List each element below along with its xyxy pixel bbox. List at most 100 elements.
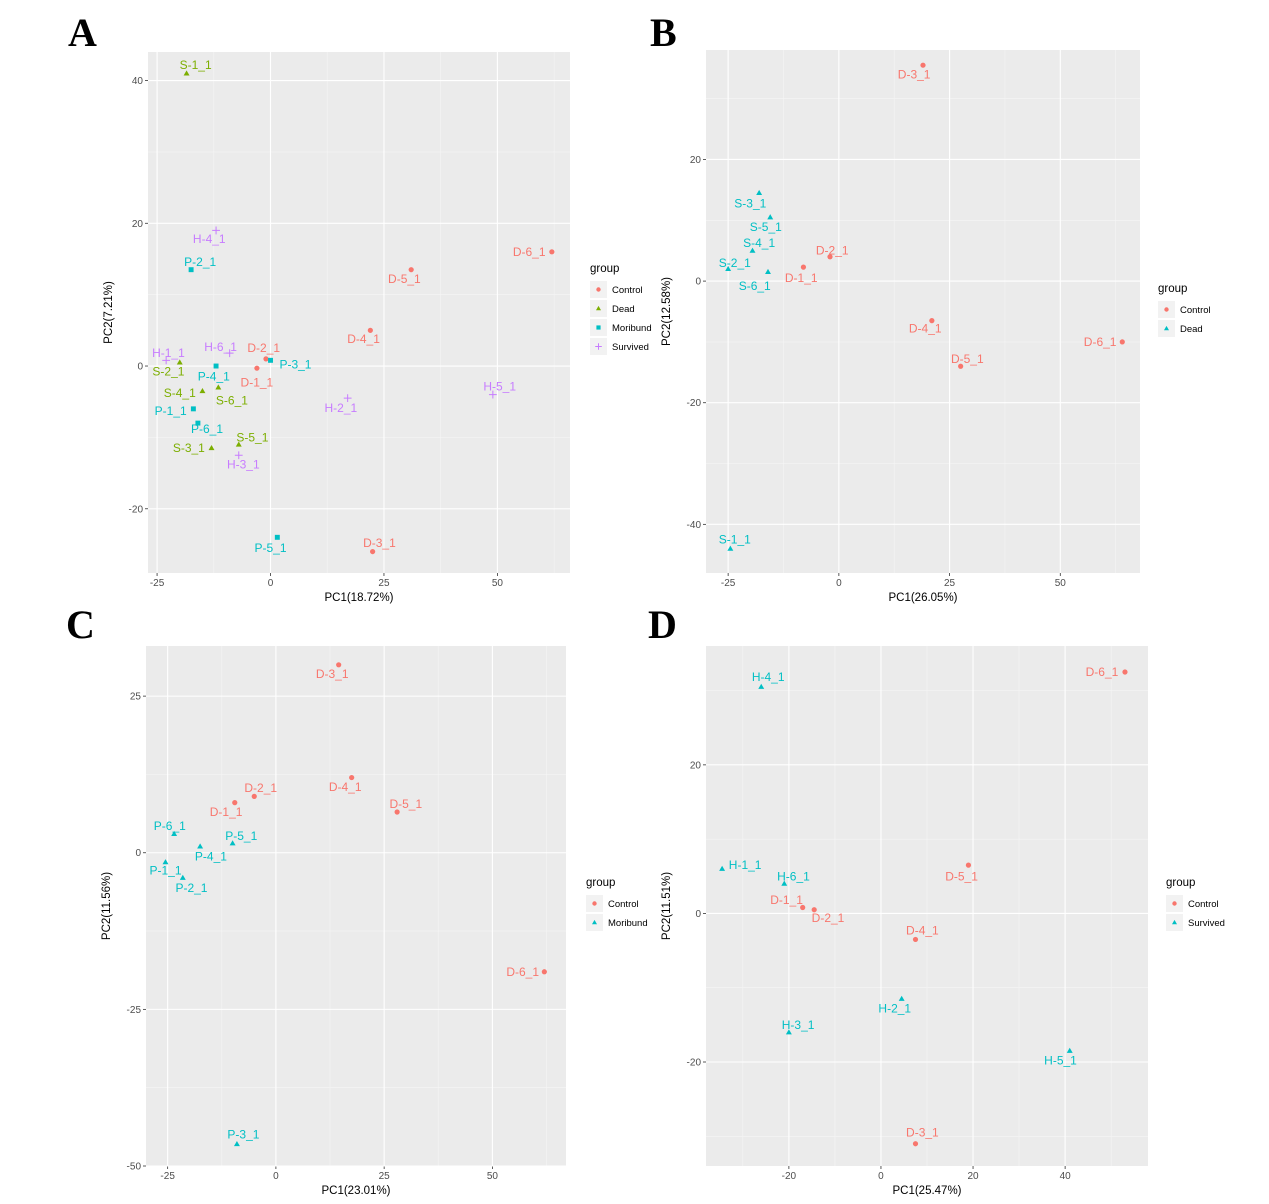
data-point xyxy=(1119,339,1125,345)
point-label: D-2_1 xyxy=(812,911,845,925)
point-label: D-2_1 xyxy=(244,781,277,795)
legend: group Control Survived xyxy=(1166,877,1225,931)
y-tick-label: 20 xyxy=(690,760,702,771)
panel-letter: B xyxy=(650,10,677,55)
legend-label: Dead xyxy=(612,304,635,315)
legend-symbol xyxy=(1172,901,1177,906)
point-label: P-2_1 xyxy=(184,255,216,269)
legend-label: Moribund xyxy=(608,918,648,929)
plot-background xyxy=(146,646,566,1166)
y-tick-label: 20 xyxy=(132,219,144,230)
legend-title: group xyxy=(590,263,619,275)
point-label: P-6_1 xyxy=(191,422,223,436)
legend-title: group xyxy=(1158,283,1187,295)
y-tick-label: 0 xyxy=(695,909,701,920)
data-point xyxy=(162,356,171,365)
x-axis-label: PC1(18.72%) xyxy=(324,592,393,604)
point-label: S-1_1 xyxy=(719,533,751,547)
data-point xyxy=(541,969,547,975)
x-axis-label: PC1(25.47%) xyxy=(892,1185,961,1197)
point-label: D-5_1 xyxy=(389,797,422,811)
panel-D: D -20 0 20 40 -20 0 20 PC1(25.47%) PC2(11.51%) D-6… xyxy=(648,602,1225,1197)
panel-letter: D xyxy=(648,602,677,647)
y-tick-label: -20 xyxy=(129,504,144,515)
y-axis-label: PC2(12.58%) xyxy=(661,277,673,346)
data-point xyxy=(408,267,414,273)
data-point xyxy=(232,800,238,806)
point-label: H-5_1 xyxy=(483,380,516,394)
y-tick-label: 0 xyxy=(137,362,143,373)
data-point xyxy=(254,365,260,371)
point-label: H-3_1 xyxy=(782,1018,815,1032)
point-label: D-3_1 xyxy=(363,536,396,550)
legend-symbol xyxy=(1171,919,1178,925)
x-axis-label: PC1(26.05%) xyxy=(888,592,957,604)
data-point xyxy=(756,189,763,195)
panel-B: B -25 0 25 50 -40 -20 0 20 PC1(26.05%) PC2(12.58%)… xyxy=(650,10,1211,604)
data-point xyxy=(367,327,373,333)
data-point xyxy=(719,865,726,871)
data-point xyxy=(197,843,204,849)
point-label: S-6_1 xyxy=(739,279,771,293)
data-point xyxy=(229,840,236,846)
y-tick-label: 40 xyxy=(132,76,144,87)
x-tick-label: 0 xyxy=(268,578,274,589)
point-label: D-4_1 xyxy=(906,924,939,938)
y-tick-label: -40 xyxy=(687,520,702,531)
point-label: D-6_1 xyxy=(513,245,546,259)
legend: group Control Dead Moribund Survived xyxy=(590,263,652,355)
data-point xyxy=(213,363,219,369)
point-label: S-2_1 xyxy=(719,256,751,270)
point-label: H-1_1 xyxy=(152,346,185,360)
point-label: P-2_1 xyxy=(175,881,207,895)
point-label: S-6_1 xyxy=(216,393,248,407)
data-point xyxy=(965,862,972,868)
point-label: D-3_1 xyxy=(316,667,349,681)
data-point xyxy=(898,995,905,1001)
point-label: P-4_1 xyxy=(195,850,227,864)
y-tick-label: -25 xyxy=(127,1005,142,1016)
point-label: P-6_1 xyxy=(154,819,186,833)
data-point xyxy=(274,534,280,540)
legend-symbol xyxy=(1164,307,1169,312)
point-label: H-1_1 xyxy=(729,858,762,872)
point-label: H-3_1 xyxy=(227,458,260,472)
point-label: D-1_1 xyxy=(241,375,274,389)
data-point xyxy=(183,70,190,76)
data-point xyxy=(765,268,771,275)
point-label: S-1_1 xyxy=(180,58,212,72)
legend-symbol xyxy=(595,305,602,311)
data-point xyxy=(800,264,807,270)
point-label: H-2_1 xyxy=(325,401,358,415)
point-label: D-4_1 xyxy=(329,780,362,794)
x-tick-label: 50 xyxy=(487,1171,499,1182)
point-label: D-1_1 xyxy=(210,805,243,819)
point-label: P-3_1 xyxy=(227,1128,259,1142)
legend-label: Control xyxy=(1188,899,1219,910)
point-label: D-6_1 xyxy=(1084,335,1117,349)
legend-label: Survived xyxy=(1188,918,1225,929)
data-point xyxy=(800,904,806,911)
data-point xyxy=(225,349,234,358)
x-tick-label: -25 xyxy=(160,1171,175,1182)
point-label: S-3_1 xyxy=(173,441,205,455)
data-point xyxy=(767,214,774,220)
data-point xyxy=(781,880,788,886)
data-point xyxy=(912,1141,919,1147)
y-axis-label: PC2(11.51%) xyxy=(661,872,673,940)
data-point xyxy=(234,451,243,460)
data-point xyxy=(727,545,734,551)
point-label: D-1_1 xyxy=(770,893,803,907)
point-label: P-1_1 xyxy=(149,863,181,877)
data-point xyxy=(190,406,196,412)
data-point xyxy=(958,363,964,369)
point-label: D-4_1 xyxy=(909,322,942,336)
x-tick-label: 0 xyxy=(836,578,842,589)
legend-symbol xyxy=(595,343,602,350)
plot-background xyxy=(706,50,1140,573)
x-tick-label: -25 xyxy=(721,578,736,589)
legend-label: Survived xyxy=(612,342,649,353)
data-point xyxy=(912,936,919,943)
x-axis-label: PC1(23.01%) xyxy=(321,1185,390,1197)
